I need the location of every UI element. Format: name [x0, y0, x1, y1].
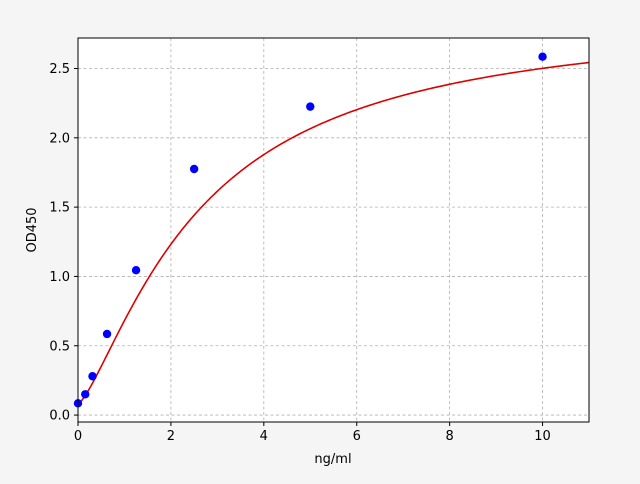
x-tick-label: 10: [534, 429, 551, 444]
y-tick-label: 1.0: [49, 270, 70, 285]
axis-ticks: 0 2 4 6 8 10 0.0 0.5 1.0 1.5 2.0 2.5: [49, 62, 551, 444]
y-tick-label: 2.0: [49, 131, 70, 146]
y-axis-label: OD450: [25, 207, 40, 252]
plot-area: [78, 38, 589, 422]
plot-frame: [77, 37, 590, 423]
y-tick-label: 1.5: [49, 201, 70, 216]
x-tick-label: 0: [74, 429, 82, 444]
fit-curve: [77, 61, 590, 405]
x-axis-label: ng/ml: [314, 452, 351, 467]
data-points: [73, 52, 547, 408]
data-point: [102, 329, 112, 339]
fit-curve-layer: [77, 61, 590, 405]
x-tick-label: 4: [260, 429, 268, 444]
y-tick-label: 0.0: [49, 409, 70, 424]
data-point: [189, 164, 199, 174]
data-point: [81, 390, 90, 399]
x-tick-label: 6: [353, 429, 361, 444]
x-tick-label: 2: [167, 429, 175, 444]
data-point: [538, 52, 547, 61]
y-tick-label: 0.5: [49, 339, 70, 354]
data-point: [131, 266, 141, 275]
y-tick-label: 2.5: [49, 62, 70, 77]
x-tick-label: 8: [445, 429, 453, 444]
data-point: [306, 102, 315, 111]
data-point: [88, 372, 97, 381]
